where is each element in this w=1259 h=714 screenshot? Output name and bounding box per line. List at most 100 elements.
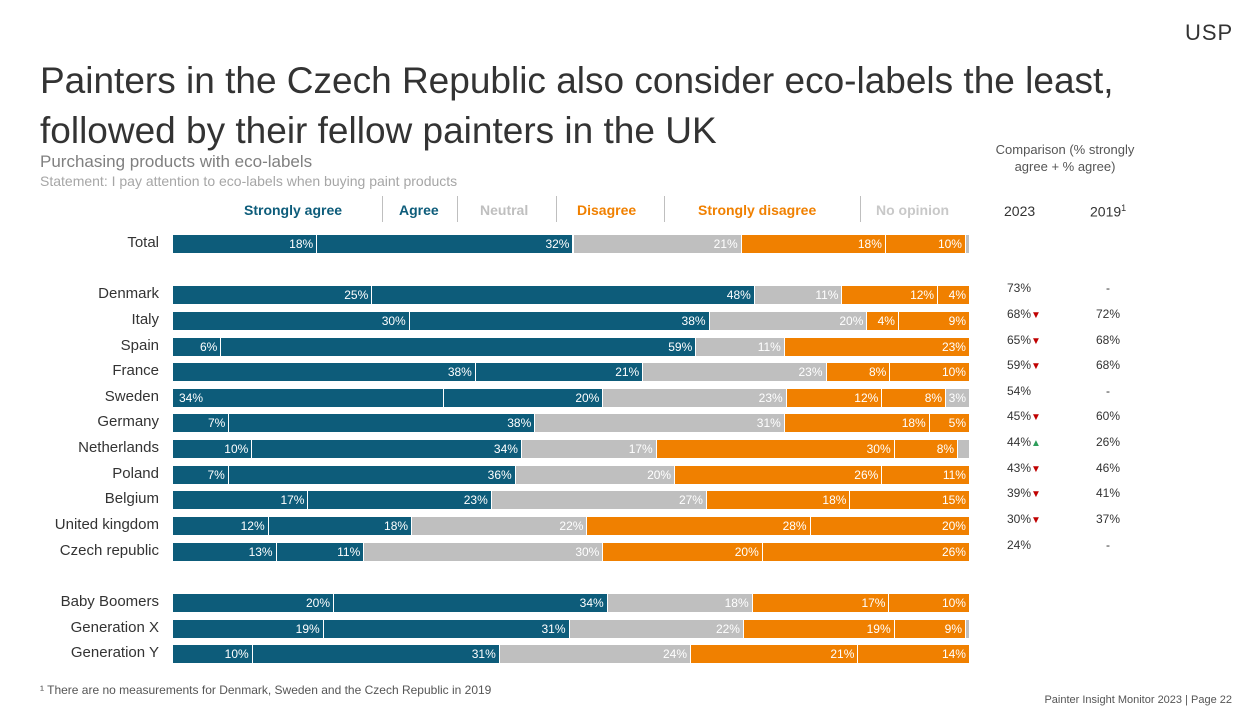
data-label: 5% [948, 416, 966, 430]
comparison-2019-value: 26% [1096, 435, 1121, 449]
comparison-2019-value: - [1106, 538, 1110, 552]
bar-segment-strongly-disagree: 11% [882, 466, 970, 484]
bar-segment-neutral: 30% [364, 543, 604, 561]
bar-segment-strongly-agree: 17% [173, 491, 309, 509]
bar-segment-neutral: 24% [499, 645, 692, 663]
data-label: 24% [663, 647, 688, 661]
comparison-2023-text: 30% [1007, 512, 1032, 526]
data-label: 30% [381, 314, 406, 328]
data-label: 20% [941, 519, 966, 533]
bar-segment-strongly-disagree: 10% [889, 594, 970, 612]
bar-segment-strongly-disagree: 9% [898, 312, 970, 330]
bar-segment-strongly-agree: 7% [173, 466, 229, 484]
bar-segment-neutral: 23% [643, 363, 827, 381]
data-label: 18% [289, 237, 314, 251]
data-label: 17% [861, 596, 886, 610]
bar-segment-agree: 38% [409, 312, 710, 330]
legend-item-strongly-disagree: Strongly disagree [698, 202, 817, 218]
data-label: 11% [815, 288, 839, 302]
data-label: 3% [948, 391, 966, 405]
comparison-2023-text: 44% [1007, 435, 1032, 449]
data-label: 6% [199, 340, 218, 354]
bar-segment-disagree: 18% [741, 235, 886, 253]
bar-segment-disagree: 19% [743, 620, 895, 638]
data-label: 23% [758, 391, 783, 405]
data-label: 20% [734, 545, 759, 559]
bar-segment-strongly-disagree: 10% [890, 363, 970, 381]
comparison-2023-value: 59%▼ [1007, 358, 1041, 372]
bar-segment-disagree: 8% [826, 363, 891, 381]
bar-segment-strongly-agree: 20% [173, 594, 334, 612]
data-label: 11% [337, 545, 361, 559]
bar-segment-disagree: 18% [706, 491, 851, 509]
data-label: 21% [713, 237, 738, 251]
comparison-2023-value: 44%▲ [1007, 435, 1041, 449]
data-label: 4% [877, 314, 895, 328]
category-label: Total [127, 234, 159, 251]
bar-segment-agree: 36% [228, 466, 516, 484]
category-label: Germany [97, 413, 159, 430]
bar-segment-disagree: 21% [691, 645, 859, 663]
category-label: Sweden [104, 388, 159, 405]
data-label: 26% [941, 545, 966, 559]
bar-segment-neutral: 31% [535, 414, 785, 432]
legend-separator [556, 196, 557, 222]
bar-segment-strongly-agree: 34% [173, 389, 444, 407]
data-label: 11% [942, 468, 966, 482]
comparison-2023-text: 24% [1007, 538, 1032, 552]
comparison-2023-value: 43%▼ [1007, 461, 1041, 475]
comparison-title: Comparison (% strongly agree + % agree) [995, 142, 1135, 174]
bar-segment-neutral: 11% [696, 338, 785, 356]
data-label: 12% [854, 391, 879, 405]
bar-segment-strongly-agree: 18% [173, 235, 318, 253]
comparison-2023-value: 68%▼ [1007, 307, 1041, 321]
data-label: 10% [941, 365, 966, 379]
year-2023-header: 2023 [1004, 203, 1036, 219]
data-label: 23% [463, 493, 488, 507]
bar-segment-strongly-agree: 10% [173, 440, 253, 458]
trend-down-icon: ▼ [1031, 336, 1041, 347]
year-2019-header: 20191 [1090, 203, 1126, 220]
bar-segment-neutral: 17% [521, 440, 657, 458]
data-label: 11% [757, 340, 781, 354]
comparison-2019-value: 68% [1096, 333, 1121, 347]
legend-item-no-opinion: No opinion [876, 202, 950, 218]
comparison-2023-value: 73% [1007, 281, 1031, 295]
data-label: 20% [647, 468, 672, 482]
data-label: 20% [575, 391, 600, 405]
category-label: Baby Boomers [60, 593, 159, 610]
data-label: 17% [628, 442, 653, 456]
bar-segment-no-opinion [958, 440, 970, 458]
category-label: United kingdom [54, 516, 159, 533]
legend-separator [457, 196, 458, 222]
bar-segment-agree: 23% [308, 491, 492, 509]
page-footer: Painter Insight Monitor 2023 | Page 22 [1044, 694, 1232, 706]
bar-segment-neutral: 18% [607, 594, 753, 612]
bar-segment-disagree: 26% [675, 466, 883, 484]
trend-down-icon: ▼ [1031, 515, 1041, 526]
data-label: 8% [868, 365, 887, 379]
bar-segment-neutral: 23% [603, 389, 787, 407]
data-label: 13% [248, 545, 273, 559]
bar-segment-agree: 20% [443, 389, 604, 407]
data-label: 31% [756, 416, 781, 430]
data-label: 4% [948, 288, 966, 302]
data-label: 12% [910, 288, 935, 302]
data-label: 38% [681, 314, 706, 328]
data-label: 20% [839, 314, 864, 328]
data-label: 21% [615, 365, 640, 379]
bar-segment-no-opinion [965, 235, 970, 253]
data-label: 22% [559, 519, 584, 533]
bar-segment-no-opinion [966, 620, 970, 638]
bar-segment-neutral: 21% [573, 235, 742, 253]
data-label: 34% [179, 391, 204, 405]
category-label: Belgium [104, 490, 159, 507]
bar-segment-agree: 38% [229, 414, 536, 432]
comparison-2023-value: 30%▼ [1007, 512, 1041, 526]
data-label: 20% [305, 596, 330, 610]
data-label: 21% [830, 647, 855, 661]
comparison-2023-text: 43% [1007, 461, 1032, 475]
comparison-2023-text: 59% [1007, 358, 1032, 372]
comparison-2019-value: - [1106, 384, 1110, 398]
bar-segment-disagree: 20% [603, 543, 763, 561]
